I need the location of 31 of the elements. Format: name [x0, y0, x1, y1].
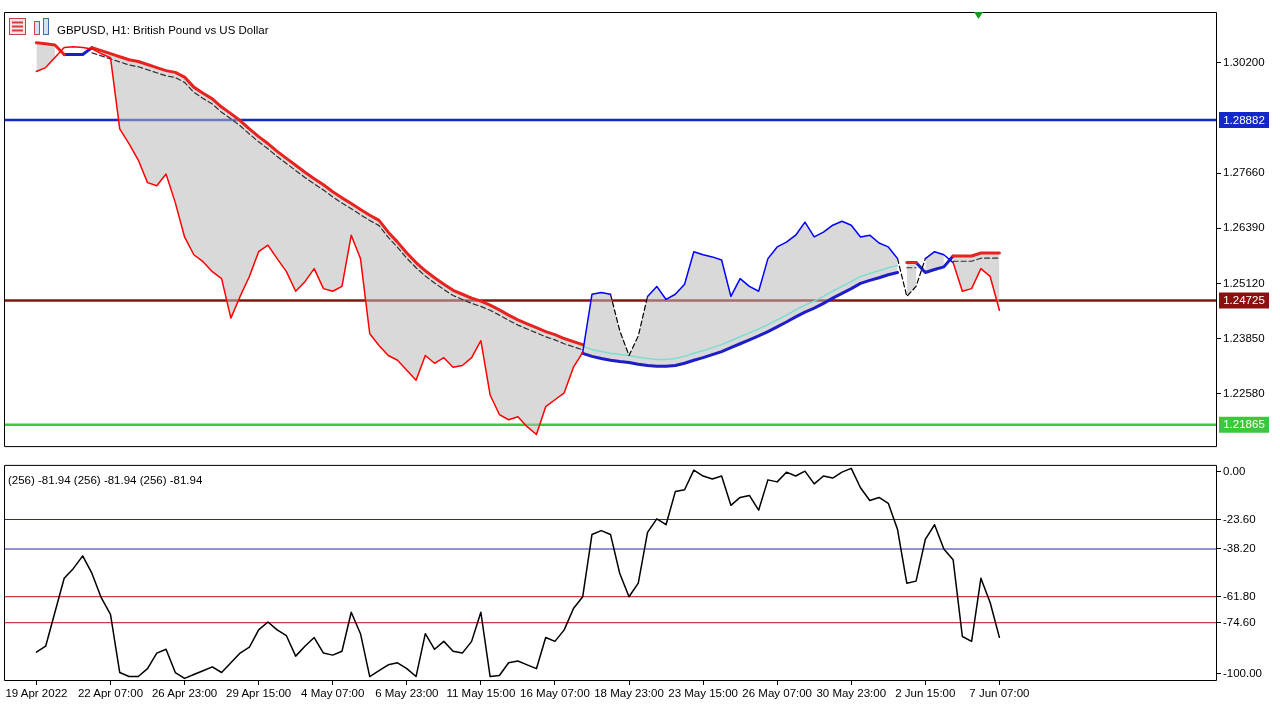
x-tick-label: 23 May 15:00 — [668, 687, 738, 700]
ref-line-label: 1.21865 — [1223, 418, 1265, 431]
x-tick-label: 26 Apr 23:00 — [151, 687, 218, 700]
x-tick-label: 19 Apr 2022 — [5, 687, 68, 700]
y-tick-label: 1.30200 — [1223, 55, 1265, 68]
x-tick-label: 7 Jun 07:00 — [969, 687, 1030, 700]
y-tick-label: 1.23850 — [1223, 331, 1265, 344]
x-tick-label: 2 Jun 15:00 — [895, 687, 956, 700]
x-tick-label: 16 May 07:00 — [520, 687, 590, 700]
y-tick-label: -61.80 — [1223, 589, 1256, 602]
y-tick-label: 1.25120 — [1223, 276, 1265, 289]
x-tick-label: 29 Apr 15:00 — [226, 687, 292, 700]
y-tick-label: 1.26390 — [1223, 221, 1265, 234]
annotation: (256) -81.94 (256) -81.94 (256) -81.94 — [8, 473, 203, 486]
y-tick-label: -38.20 — [1223, 542, 1256, 555]
x-tick-label: 4 May 07:00 — [301, 687, 365, 700]
y-tick-label: 1.22580 — [1223, 386, 1265, 399]
x-tick-label: 26 May 07:00 — [742, 687, 813, 700]
ref-line-label: 1.24725 — [1223, 294, 1265, 307]
x-tick-label: 11 May 15:00 — [446, 687, 516, 700]
y-tick-label: 1.27660 — [1223, 166, 1265, 179]
text: GBPUSD, H1: British Pound vs US Dollar — [57, 24, 269, 36]
x-tick-label: 18 May 23:00 — [594, 687, 664, 700]
y-tick-label: 0.00 — [1223, 464, 1246, 477]
y-tick-label: -100.00 — [1223, 667, 1263, 680]
y-tick-label: -74.60 — [1223, 615, 1256, 628]
x-tick-label: 30 May 23:00 — [816, 687, 887, 700]
ref-line-label: 1.28882 — [1223, 113, 1265, 126]
x-tick-label: 6 May 23:00 — [375, 687, 439, 700]
x-tick-label: 22 Apr 07:00 — [77, 687, 144, 700]
y-tick-label: -23.60 — [1223, 512, 1256, 525]
